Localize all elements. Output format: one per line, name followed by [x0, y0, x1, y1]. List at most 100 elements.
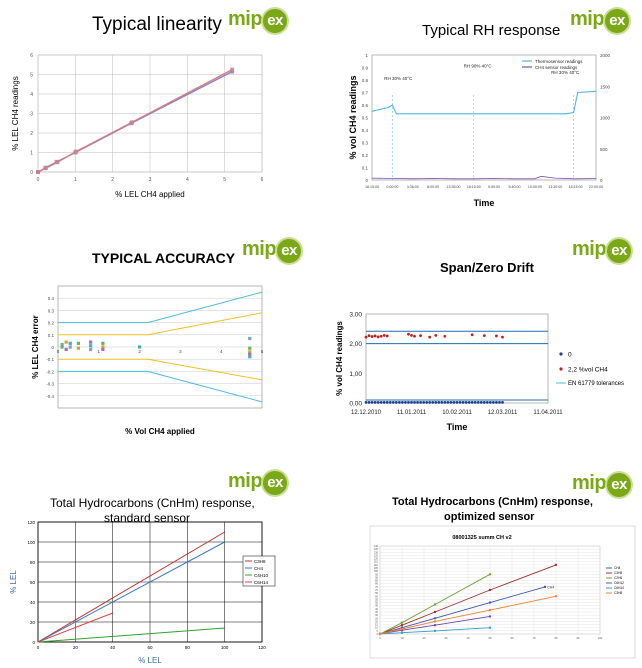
data-point [554, 595, 558, 598]
data-point [367, 401, 371, 404]
y-tick-label: 0.7 [362, 91, 369, 96]
y-tick-label: 0.6 [362, 103, 369, 108]
x-tick-label: 30 [444, 636, 448, 640]
legend-label: EN 61779 tolerances [568, 381, 624, 387]
legend-label: C3H8 [254, 559, 266, 564]
data-point [101, 345, 105, 349]
y-tick-label: 45 [375, 604, 378, 608]
data-point [434, 333, 438, 337]
legend-label: C3H8 [614, 591, 622, 595]
y-tick-label: 120 [27, 520, 35, 525]
x-tick-label: 1 [74, 177, 77, 183]
x-tick-label: 0 [379, 636, 381, 640]
y-tick-label: 0.4 [362, 128, 369, 133]
x-tick-label: 0 [57, 349, 60, 354]
data-point [248, 352, 252, 356]
x-tick-label: 12.03.2011 [488, 410, 518, 416]
y-tick-label: 95 [375, 572, 378, 576]
data-point [370, 335, 374, 338]
series-line [379, 627, 491, 635]
data-point [433, 624, 437, 627]
data-point [488, 401, 492, 404]
data-point [382, 333, 386, 337]
data-point [479, 401, 483, 404]
y-tick-label: 2,00 [349, 341, 362, 348]
y-tick-label: 125 [374, 553, 379, 557]
data-point [376, 335, 380, 339]
data-point [373, 334, 377, 338]
y-tick-label: 0.2 [48, 321, 55, 326]
x-tick-label: 60 [510, 636, 514, 640]
x-tick-label: 11.01.2011 [397, 410, 427, 416]
data-point [428, 401, 432, 404]
data-point [467, 401, 471, 404]
y-tick-label: 70 [375, 588, 378, 592]
data-point [68, 345, 72, 349]
x-tick-label: 3 [149, 177, 152, 183]
data-point [400, 621, 404, 624]
data-point [413, 401, 416, 404]
y-tick-label: 3 [30, 112, 33, 118]
x-tick-label: 40 [466, 636, 470, 640]
mipex-logo: mip ex [228, 470, 288, 495]
y-tick-label: 0 [30, 170, 33, 176]
data-point [373, 401, 377, 404]
y2-tick-label: 1500 [600, 84, 611, 89]
x-tick-label: 5 [223, 177, 226, 183]
y-tick-label: 6 [30, 53, 33, 59]
data-point [495, 401, 498, 404]
data-point [407, 401, 410, 404]
data-point [382, 401, 386, 404]
y-tick-label: -0.3 [46, 382, 54, 387]
chart-title: Typical linearity [92, 14, 222, 35]
data-point [401, 401, 404, 404]
x-tick-label: 4 [186, 177, 189, 183]
y-tick-label: 20 [375, 619, 378, 623]
data-point [488, 615, 492, 618]
series-line [37, 541, 225, 643]
data-point [431, 401, 435, 404]
y-tick-label: 1 [365, 53, 368, 58]
inner-title: 08001325 summ CH v2 [452, 535, 511, 541]
phase-annotation: RH 30% 40°C [551, 70, 580, 75]
legend-label: C2H6 [614, 576, 622, 580]
y-tick-label: 0.5 [362, 116, 369, 121]
data-point [248, 355, 252, 359]
data-point [501, 335, 504, 339]
y-tick-label: 10 [375, 626, 378, 630]
data-point [36, 170, 40, 174]
y-tick-label: 20 [30, 620, 36, 625]
x-tick-label: 2 [138, 349, 141, 354]
panel-hydrocarbons-standard: Total Hydrocarbons (CnHm) response, stan… [0, 448, 320, 668]
data-point [488, 626, 492, 629]
y-tick-label: 0 [377, 632, 379, 636]
x-tick-label: 2 [111, 177, 114, 183]
x-tick-label: 100 [598, 636, 603, 640]
legend-label: C3H8 [614, 571, 622, 575]
data-point [425, 401, 429, 404]
y-tick-label: 135 [374, 547, 379, 551]
chart-title-line1: Total Hydrocarbons (CnHm) response, [50, 496, 255, 510]
x-axis-label: Time [447, 422, 468, 432]
data-point [413, 334, 416, 338]
x-tick-label: 20 [422, 636, 426, 640]
data-point [248, 350, 252, 354]
data-point [64, 347, 68, 352]
tolerance-line [58, 358, 263, 381]
x-tick-label: 10 [400, 636, 404, 640]
mipex-logo: mip ex [228, 8, 288, 33]
y-tick-label: 0.4 [48, 296, 55, 301]
y-tick-label: 90 [375, 575, 378, 579]
linearity-chart: 0 1 2 3 4 5 6 0 1 2 3 4 5 6 % LEL CH4 applied % LEL CH4… [11, 53, 264, 199]
data-point [230, 67, 235, 72]
panel-linearity: Typical linearity mip ex 0 1 2 3 4 5 6 0 1 2 3 4 5 6 % … [0, 0, 320, 225]
data-point [419, 401, 422, 404]
legend-label: C6H14 [254, 580, 269, 585]
data-point [449, 401, 453, 404]
plot-area [371, 54, 597, 181]
y-axis-label: % vol CH4 readings [348, 75, 358, 159]
data-point [370, 401, 374, 404]
mipex-logo: mip ex [572, 472, 632, 497]
data-point [364, 335, 368, 339]
data-point [76, 341, 80, 345]
